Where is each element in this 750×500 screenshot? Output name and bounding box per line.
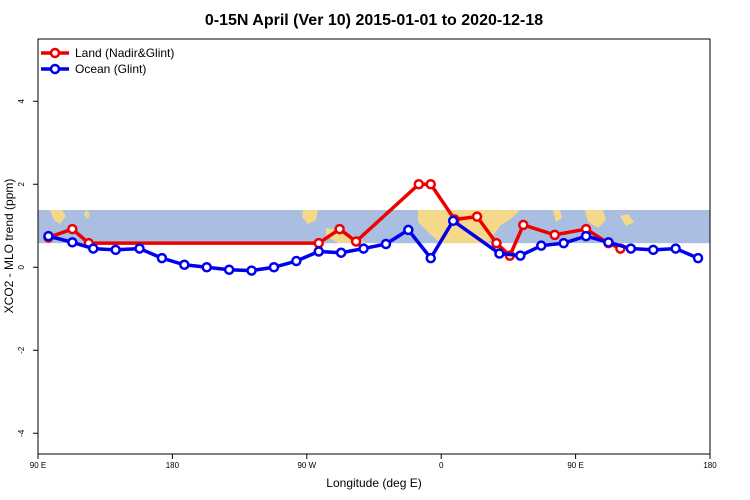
series-1-point <box>67 237 78 248</box>
y-tick-label: 0 <box>17 264 26 269</box>
x-axis-label: Longitude (deg E) <box>326 476 421 490</box>
series-1-point <box>43 230 54 242</box>
legend: Land (Nadir&Glint) Ocean (Glint) <box>41 46 174 76</box>
series-0-point <box>518 219 529 231</box>
plot-frame <box>37 38 711 455</box>
series-0-point <box>491 237 502 249</box>
y-axis-label: XCO2 - MLO trend (ppm) <box>2 179 16 314</box>
legend-label: Land (Nadir&Glint) <box>75 46 174 60</box>
series-1-point <box>403 224 414 236</box>
series-0-point <box>471 211 483 222</box>
series-0-point <box>413 179 425 190</box>
series-1-point <box>88 243 99 254</box>
x-axis: 90 E 180 90 W 0 90 E 180 <box>30 454 717 470</box>
series-1-point <box>201 262 212 273</box>
x-tick-label: 90 W <box>297 461 316 470</box>
series-0-point <box>549 229 560 241</box>
series-1-point <box>179 259 190 271</box>
series-1-point <box>603 237 614 248</box>
series-1-point <box>625 243 637 254</box>
series-1-point <box>223 264 235 275</box>
series-1-point <box>648 244 659 256</box>
chart-title: 0-15N April (Ver 10) 2015-01-01 to 2020-… <box>205 12 543 29</box>
legend-label: Ocean (Glint) <box>75 62 146 76</box>
land-shape <box>585 209 606 228</box>
series-1-point <box>425 252 436 264</box>
land-shape <box>50 209 66 224</box>
y-tick-label: 2 <box>17 181 26 186</box>
land-shape <box>302 209 318 224</box>
y-tick-label: 4 <box>17 98 26 103</box>
series-1-point <box>380 238 392 250</box>
series-1-point <box>335 247 347 258</box>
series-layer <box>43 179 704 276</box>
series-1-point <box>313 246 324 257</box>
series-1-point <box>515 250 526 261</box>
series-1-point <box>156 252 168 264</box>
x-tick-label: 90 E <box>567 461 583 470</box>
series-1-point <box>580 230 592 242</box>
series-0-point <box>350 236 362 247</box>
series-1-point <box>268 262 280 273</box>
legend-marker <box>49 63 61 75</box>
land-shape <box>620 213 634 226</box>
x-tick-label: 180 <box>703 461 717 470</box>
land-shape <box>553 209 562 222</box>
legend-marker <box>49 47 61 59</box>
series-1-point <box>447 215 459 227</box>
series-1-point <box>692 252 704 264</box>
series-1-point <box>110 244 121 256</box>
series-1-point <box>246 265 257 276</box>
series-1-point <box>536 240 547 251</box>
series-0-point <box>67 223 78 235</box>
series-1-point <box>558 237 569 249</box>
y-tick-label: -4 <box>17 429 26 437</box>
x-tick-label: 180 <box>166 461 180 470</box>
series-1-point <box>291 255 302 267</box>
y-tick-label: -2 <box>17 346 26 354</box>
x-tick-label: 0 <box>439 461 444 470</box>
series-0-point <box>313 237 324 249</box>
land-shape <box>84 209 90 219</box>
series-1-point <box>670 243 681 254</box>
series-0-point <box>425 179 436 190</box>
series-1-point <box>494 248 505 259</box>
series-1-point <box>134 243 145 254</box>
series-1-point <box>358 243 369 254</box>
x-tick-label: 90 E <box>30 461 46 470</box>
y-axis: -4 -2 0 2 4 <box>17 98 38 437</box>
series-0-point <box>334 223 345 235</box>
